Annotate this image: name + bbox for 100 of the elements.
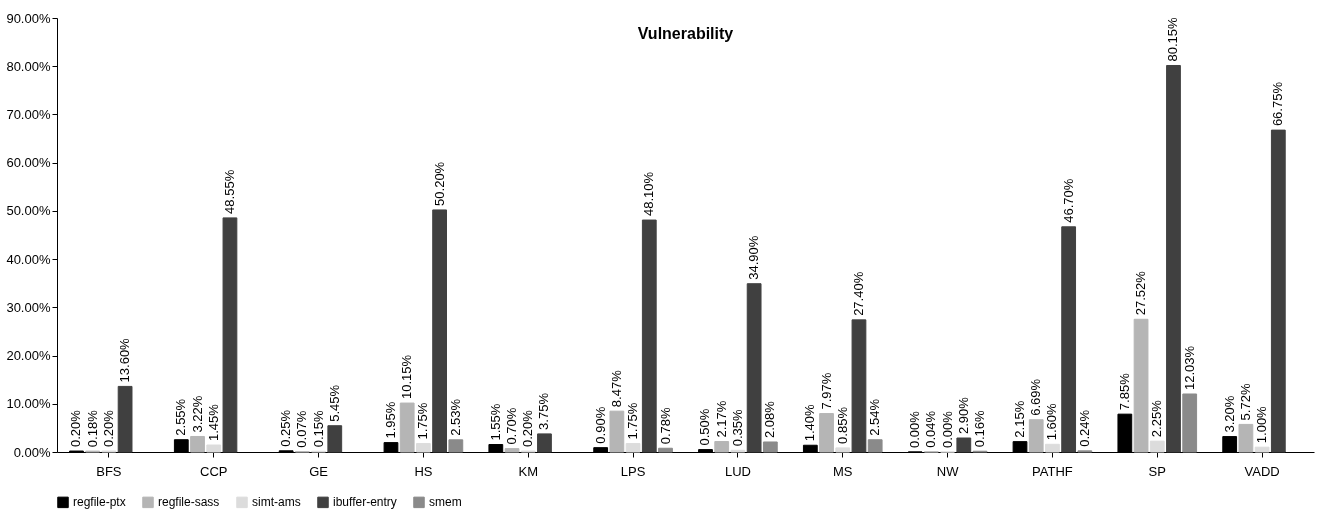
bar: [117, 385, 133, 453]
data-label: 0.90%: [592, 406, 608, 444]
bar: [1182, 393, 1198, 453]
data-label: 0.85%: [834, 406, 850, 444]
data-label: 12.03%: [1181, 345, 1197, 390]
data-label: 1.40%: [802, 403, 818, 442]
y-tick-label: 40.00%: [6, 251, 51, 267]
y-tick-label: 80.00%: [6, 58, 51, 74]
data-label: 5.45%: [326, 384, 342, 422]
data-label: 0.07%: [294, 410, 310, 448]
data-label: 6.69%: [1028, 378, 1044, 416]
data-label: 1.75%: [625, 402, 641, 440]
bar: [416, 443, 431, 453]
bar: [399, 402, 415, 453]
data-label: 2.90%: [955, 396, 971, 435]
bar: [190, 435, 205, 453]
data-label: 27.40%: [850, 271, 866, 316]
data-label: 2.55%: [173, 398, 189, 436]
bar: [432, 209, 448, 453]
data-label: 0.00%: [907, 410, 923, 448]
data-label: 66.75%: [1270, 81, 1286, 127]
bar: [746, 283, 762, 453]
bar: [537, 433, 552, 453]
data-label: 1.45%: [205, 403, 221, 442]
x-tick-label: LPS: [620, 463, 646, 479]
bar: [448, 439, 464, 453]
data-label: 7.85%: [1116, 372, 1132, 411]
data-label: 1.55%: [487, 403, 503, 441]
data-label: 3.20%: [1221, 395, 1237, 433]
data-label: 2.15%: [1012, 400, 1028, 438]
bar: [658, 447, 673, 453]
data-label: 0.35%: [729, 409, 745, 447]
data-label: 0.20%: [520, 409, 536, 448]
legend-label: ibuffer-entry: [333, 495, 397, 510]
legend-label: regfile-ptx: [73, 495, 126, 510]
data-label: 50.20%: [431, 161, 447, 206]
bar: [1270, 129, 1286, 453]
bar: [641, 219, 657, 453]
bar: [1254, 446, 1270, 453]
bar: [1028, 419, 1044, 453]
data-label: 1.00%: [1254, 405, 1270, 444]
legend-label: smem: [429, 495, 462, 510]
y-tick-label: 20.00%: [6, 348, 51, 364]
bar: [714, 441, 730, 453]
data-label: 34.90%: [746, 235, 762, 280]
data-label: 5.72%: [1237, 383, 1253, 421]
x-tick-label: NW: [936, 463, 960, 479]
bar: [327, 425, 343, 453]
y-tick-label: 0.00%: [13, 444, 51, 460]
data-label: 3.22%: [189, 395, 205, 433]
data-label: 0.78%: [657, 406, 673, 445]
x-tick-label: SP: [1148, 463, 1166, 479]
x-tick-label: MS: [833, 463, 853, 479]
bar: [504, 448, 520, 453]
data-label: 0.20%: [68, 409, 84, 448]
data-label: 7.97%: [818, 372, 834, 410]
data-label: 80.15%: [1165, 16, 1181, 62]
bar: [851, 319, 867, 453]
y-tick-label: 10.00%: [6, 396, 51, 412]
data-label: 48.55%: [221, 169, 237, 214]
legend-label: regfile-sass: [158, 495, 220, 510]
data-label: 2.54%: [867, 398, 883, 436]
data-label: 0.00%: [939, 410, 955, 448]
x-tick-label: VADD: [1244, 463, 1280, 479]
bar: [1133, 318, 1149, 453]
data-label: 2.08%: [762, 400, 778, 438]
data-label: 10.15%: [399, 354, 415, 400]
bar: [762, 441, 778, 453]
bar: [1166, 65, 1181, 453]
bar: [1149, 440, 1165, 453]
data-label: 2.25%: [1149, 399, 1165, 438]
data-label: 0.70%: [504, 407, 520, 445]
x-tick-label: LUD: [724, 463, 751, 479]
bar: [222, 217, 238, 453]
data-label: 0.20%: [100, 409, 116, 448]
data-label: 48.10%: [641, 171, 657, 217]
data-label: 2.53%: [447, 398, 463, 436]
x-tick-label: PATHF: [1032, 463, 1073, 479]
y-tick-label: 30.00%: [6, 299, 51, 315]
data-label: 0.24%: [1076, 409, 1092, 447]
data-label: 13.60%: [117, 337, 133, 383]
x-tick-label: GE: [309, 463, 329, 479]
x-tick-label: HS: [414, 463, 433, 479]
bar: [867, 439, 883, 453]
data-label: 3.75%: [536, 392, 552, 430]
x-tick-label: KM: [518, 463, 538, 479]
data-label: 27.52%: [1133, 270, 1149, 316]
data-label: 0.04%: [923, 410, 939, 448]
data-label: 0.15%: [310, 409, 326, 448]
legend-label: simt-ams: [252, 495, 301, 510]
y-tick-label: 90.00%: [6, 10, 51, 26]
bar: [835, 447, 851, 453]
chart-title: Vulnerability: [637, 25, 734, 42]
bar: [1238, 423, 1254, 453]
bar: [1061, 226, 1077, 453]
data-label: 0.50%: [697, 408, 713, 446]
data-label: 1.95%: [382, 401, 398, 439]
x-tick-label: CCP: [200, 463, 228, 479]
data-label: 2.17%: [713, 400, 729, 438]
data-label: 1.75%: [415, 402, 431, 440]
